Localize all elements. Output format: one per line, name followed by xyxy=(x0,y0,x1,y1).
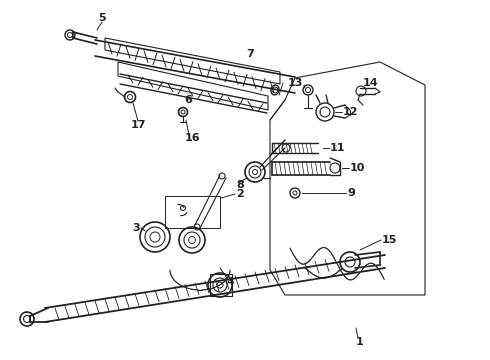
Text: 11: 11 xyxy=(330,143,345,153)
Text: 13: 13 xyxy=(288,78,303,88)
Text: 16: 16 xyxy=(184,133,200,143)
Text: 6: 6 xyxy=(184,95,192,105)
Text: 14: 14 xyxy=(362,78,378,88)
Text: 5: 5 xyxy=(98,13,106,23)
Text: 12: 12 xyxy=(343,107,359,117)
Text: 7: 7 xyxy=(246,49,254,59)
Text: 1: 1 xyxy=(356,337,364,347)
Text: 3: 3 xyxy=(132,223,140,233)
Text: 15: 15 xyxy=(382,235,397,245)
Text: 4: 4 xyxy=(226,277,234,287)
Text: 17: 17 xyxy=(130,120,146,130)
Text: 2: 2 xyxy=(236,189,244,199)
Text: 10: 10 xyxy=(350,163,366,173)
Text: 8: 8 xyxy=(236,180,244,190)
Text: 9: 9 xyxy=(347,188,355,198)
